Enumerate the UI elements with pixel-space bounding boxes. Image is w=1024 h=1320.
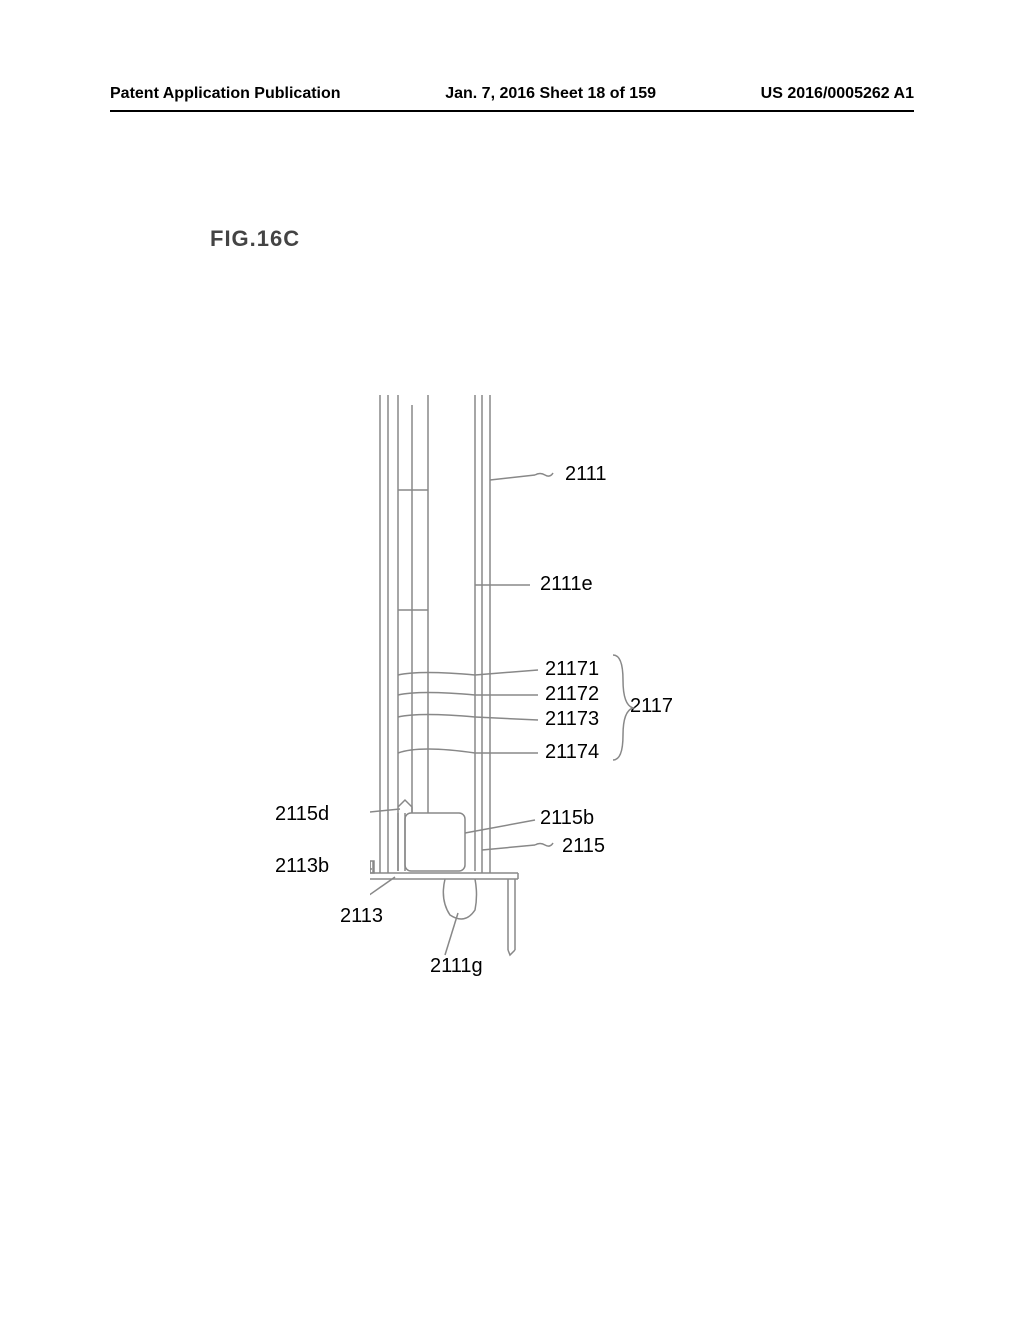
header-rule (110, 110, 914, 112)
label-2113: 2113 (340, 905, 383, 928)
header-right: US 2016/0005262 A1 (761, 85, 914, 103)
label-2113b: 2113b (275, 855, 329, 878)
label-2115: 2115 (562, 835, 605, 858)
label-2115b: 2115b (540, 807, 594, 830)
label-2115d: 2115d (275, 803, 329, 826)
header-center: Jan. 7, 2016 Sheet 18 of 159 (445, 85, 656, 103)
label-21172: 21172 (545, 683, 599, 706)
brace-2117 (608, 650, 638, 770)
label-21174: 21174 (545, 741, 599, 764)
label-21173: 21173 (545, 708, 599, 731)
label-2111e: 2111e (540, 573, 593, 596)
header-left: Patent Application Publication (110, 85, 341, 103)
figure-label: FIG.16C (210, 226, 300, 252)
label-21171: 21171 (545, 658, 599, 681)
label-2111g: 2111g (430, 955, 483, 978)
diagram: 2111 2111e 21171 21172 21173 21174 2117 … (370, 395, 650, 985)
page-header: Patent Application Publication Jan. 7, 2… (0, 85, 1024, 103)
label-2111: 2111 (565, 463, 607, 486)
